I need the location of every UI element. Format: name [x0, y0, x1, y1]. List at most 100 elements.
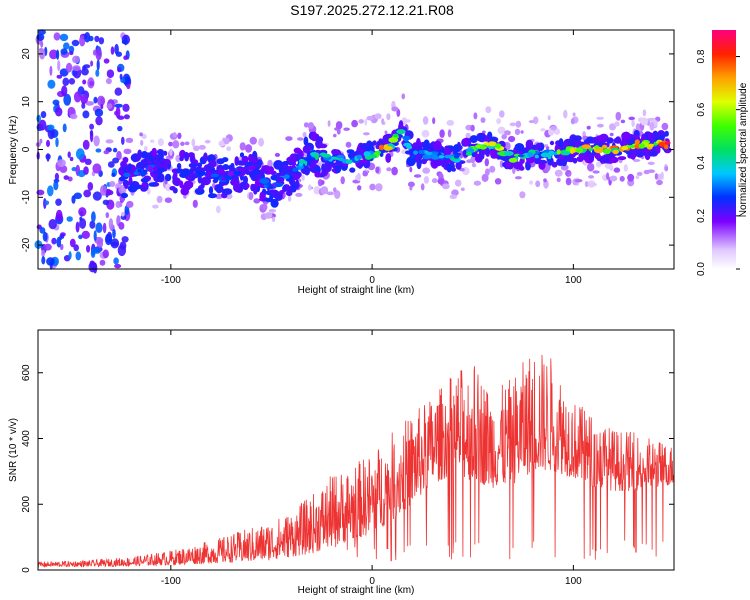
body-blob: [301, 166, 311, 174]
y-tick-label: 200: [21, 495, 32, 512]
halo-blob: [396, 108, 401, 117]
body-blob: [572, 157, 578, 164]
ridge-blob: [189, 174, 199, 179]
body-blob: [127, 163, 133, 172]
body-blob: [446, 164, 453, 170]
halo-blob: [168, 141, 173, 147]
noise-blob: [54, 172, 60, 181]
noise-blob: [89, 123, 94, 130]
halo-blob: [649, 121, 655, 131]
ridge-blob: [638, 143, 645, 149]
body-blob: [285, 184, 290, 191]
ridge-blob: [563, 151, 570, 156]
body-blob: [334, 165, 342, 174]
noise-blob: [116, 150, 122, 161]
noise-blob: [114, 87, 123, 96]
noise-blob: [68, 251, 72, 260]
noise-blob: [53, 180, 59, 191]
noise-blob: [112, 147, 118, 153]
x-tick-label: 0: [369, 576, 375, 587]
halo-blob: [313, 186, 321, 195]
body-blob: [469, 135, 478, 144]
noise-blob: [95, 48, 102, 61]
ridge-blob: [392, 133, 399, 137]
noise-blob: [103, 150, 110, 155]
ridge-blob: [540, 152, 550, 158]
body-blob: [241, 155, 249, 163]
noise-blob: [47, 79, 56, 89]
ridge-blob: [479, 145, 487, 150]
body-blob: [197, 185, 204, 192]
halo-blob: [340, 176, 345, 185]
noise-blob: [63, 175, 70, 180]
halo-blob: [635, 123, 641, 131]
body-blob: [245, 183, 250, 189]
colorbar-tick-label: 0.4: [696, 155, 707, 169]
body-blob: [471, 152, 476, 157]
ridge-blob: [548, 150, 555, 156]
ridge-blob: [276, 176, 282, 183]
halo-blob: [540, 128, 546, 132]
halo-blob: [287, 195, 292, 202]
body-blob: [142, 152, 148, 157]
body-blob: [514, 164, 523, 169]
body-blob: [286, 156, 296, 163]
body-blob: [649, 135, 657, 141]
body-blob: [514, 143, 525, 152]
ridge-blob: [453, 154, 460, 159]
halo-blob: [565, 177, 572, 186]
halo-blob: [504, 130, 511, 136]
noise-blob: [75, 251, 82, 261]
halo-blob: [497, 126, 506, 135]
body-blob: [268, 166, 274, 174]
noise-blob: [79, 218, 87, 229]
spectrogram-xlabel: Height of straight line (km): [298, 285, 415, 296]
body-blob: [169, 186, 176, 191]
halo-blob: [512, 167, 516, 174]
body-blob: [455, 161, 462, 170]
body-blob: [203, 152, 208, 162]
noise-blob: [108, 218, 114, 230]
ridge-blob: [210, 173, 220, 178]
ridge-blob: [383, 146, 393, 151]
noise-blob: [56, 74, 63, 79]
halo-blob: [274, 152, 280, 157]
noise-blob: [46, 257, 55, 266]
noise-blob: [78, 207, 87, 217]
noise-blob: [112, 228, 116, 239]
body-blob: [664, 130, 669, 137]
noise-blob: [95, 69, 100, 77]
halo-blob: [595, 161, 602, 168]
noise-blob: [90, 60, 94, 67]
y-tick-label: -10: [21, 190, 32, 205]
halo-blob: [563, 109, 568, 119]
halo-blob: [121, 212, 125, 217]
noise-blob: [92, 163, 102, 174]
noise-blob: [67, 151, 71, 158]
noise-blob: [49, 49, 58, 60]
halo-blob: [631, 119, 635, 127]
noise-blob: [94, 108, 104, 117]
halo-blob: [391, 166, 398, 176]
x-tick-label: 100: [565, 275, 582, 286]
ridge-blob: [221, 177, 226, 181]
halo-blob: [172, 132, 177, 138]
halo-blob: [432, 117, 436, 125]
body-blob: [259, 168, 268, 174]
body-blob: [331, 149, 339, 155]
ridge-blob: [274, 182, 284, 188]
noise-blob: [109, 181, 116, 187]
halo-blob: [343, 127, 350, 131]
body-blob: [179, 180, 184, 189]
halo-blob: [333, 133, 337, 138]
ridge-blob: [233, 171, 242, 176]
halo-blob: [654, 173, 659, 180]
halo-blob: [169, 148, 173, 156]
body-blob: [156, 149, 164, 155]
noise-blob: [93, 230, 97, 242]
halo-blob: [499, 110, 505, 118]
halo-blob: [588, 175, 595, 179]
halo-blob: [520, 130, 524, 134]
body-blob: [573, 135, 582, 142]
